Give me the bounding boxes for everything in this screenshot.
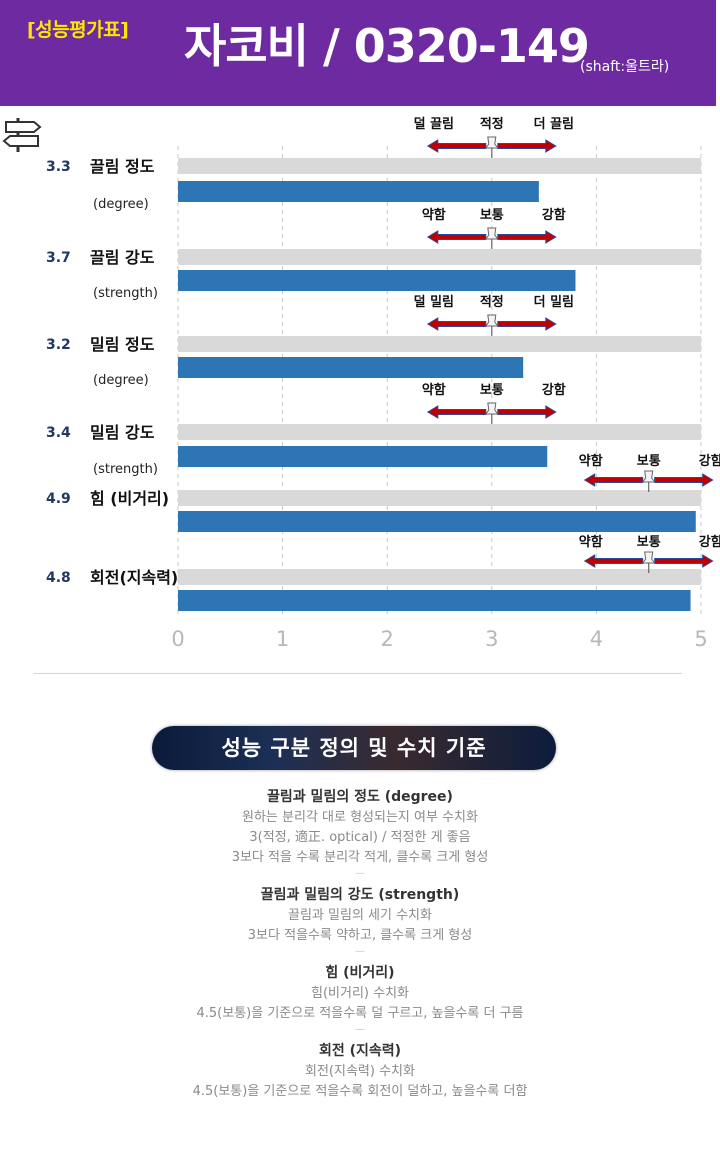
x-tick-label: 4 (590, 627, 603, 651)
value-bar (178, 511, 696, 532)
left-arrow (426, 317, 487, 331)
score-label: 4.9 (46, 491, 71, 507)
definition-line: 3보다 적을 수록 분리각 적게, 클수록 크게 형성 (231, 850, 489, 865)
right-arrow (654, 554, 714, 568)
category-label: 끌림 강도 (90, 248, 155, 267)
definition-title: 회전 (지속력) (318, 1043, 402, 1059)
value-bar (178, 357, 524, 378)
track-bar (178, 424, 701, 440)
score-label: 3.7 (46, 250, 71, 266)
definition-line: 끌림과 밀림의 세기 수치화 (288, 908, 432, 923)
signpost-icon (2, 118, 42, 152)
definition-line: 원하는 분리각 대로 형성되는지 여부 수치화 (242, 810, 478, 825)
scale-label-mid: 보통 (480, 208, 504, 223)
definition-title: 힘 (비거리) (325, 965, 395, 981)
score-label: 4.8 (46, 570, 71, 586)
score-label: 3.3 (46, 159, 71, 175)
left-arrow (583, 473, 644, 487)
track-bar (178, 249, 701, 265)
track-bar (178, 490, 701, 506)
scale-label-mid: 적정 (480, 294, 504, 310)
evaluation-badge: [성능평가표] (27, 19, 129, 41)
pushpin-icon (484, 227, 499, 240)
x-tick-label: 5 (694, 627, 707, 651)
left-arrow (426, 139, 487, 153)
definition-title: 끌림과 밀림의 강도 (strength) (260, 887, 460, 903)
category-sublabel: (strength) (93, 462, 158, 477)
category-label: 밀림 강도 (90, 423, 155, 442)
track-bar (178, 158, 701, 174)
category-label: 밀림 정도 (90, 335, 155, 354)
scale-label-high: 강함 (699, 534, 720, 550)
track-bar (178, 569, 701, 585)
left-arrow (426, 405, 487, 419)
scale-label-low: 덜 끌림 (414, 116, 454, 132)
right-arrow (497, 405, 557, 419)
category-label: 끌림 정도 (90, 157, 155, 176)
shaft-label: (shaft:울트라) (580, 59, 670, 75)
section-divider (34, 673, 682, 674)
page-title: 자코비 / 0320-149 (184, 19, 590, 73)
scale-label-low: 덜 밀림 (414, 294, 454, 310)
pushpin-icon (641, 470, 656, 483)
scale-label-low: 약함 (579, 453, 603, 469)
scale-label-high: 강함 (542, 207, 566, 223)
value-bar (178, 590, 691, 611)
definition-line: 4.5(보통)을 기준으로 적을수록 덜 구르고, 높을수록 더 구름 (196, 1006, 524, 1021)
definition-line: 3(적정, 適正. optical) / 적정한 게 좋음 (249, 830, 471, 845)
value-bar (178, 181, 539, 202)
scale-label-mid: 적정 (480, 116, 504, 132)
value-bar (178, 446, 548, 467)
pushpin-icon (484, 314, 499, 327)
scale-label-high: 강함 (542, 382, 566, 398)
x-tick-label: 0 (171, 627, 184, 651)
scale-label-mid: 보통 (637, 535, 661, 550)
left-arrow (426, 230, 487, 244)
right-arrow (497, 230, 557, 244)
definition-separator: — (355, 868, 365, 879)
scale-label-low: 약함 (422, 207, 446, 223)
score-label: 3.4 (46, 425, 71, 441)
definitions-list: 끌림과 밀림의 정도 (degree) 원하는 분리각 대로 형성되는지 여부 수… (0, 782, 720, 1102)
definition-separator: — (355, 946, 365, 957)
definition-banner: 성능 구분 정의 및 수치 기준 (152, 726, 556, 770)
definition-banner-title: 성능 구분 정의 및 수치 기준 (221, 736, 487, 760)
performance-chart: 0 1 2 3 4 53.3 끌림 정도(degree)덜 끌림 적정 더 끌림3.7 끌림 강도… (2, 116, 720, 651)
x-tick-label: 3 (485, 627, 498, 651)
pushpin-icon (641, 551, 656, 564)
pushpin-icon (484, 402, 499, 415)
scale-label-high: 더 끌림 (534, 116, 574, 132)
definition-line: 회전(지속력) 수치화 (305, 1064, 415, 1079)
score-label: 3.2 (46, 337, 71, 353)
right-arrow (497, 317, 557, 331)
value-bar (178, 270, 576, 291)
x-tick-label: 2 (381, 627, 394, 651)
scale-label-mid: 보통 (480, 383, 504, 398)
x-tick-label: 1 (276, 627, 289, 651)
track-bar (178, 336, 701, 352)
category-sublabel: (strength) (93, 286, 158, 301)
definition-line: 4.5(보통)을 기준으로 적을수록 회전이 덜하고, 높을수록 더함 (192, 1084, 528, 1099)
scale-label-high: 강함 (699, 453, 720, 469)
definition-line: 3보다 적을수록 약하고, 클수록 크게 형성 (247, 928, 473, 943)
definition-line: 힘(비거리) 수치화 (311, 986, 409, 1001)
scale-label-mid: 보통 (637, 454, 661, 469)
category-sublabel: (degree) (93, 373, 149, 388)
category-label: 힘 (비거리) (90, 489, 169, 508)
left-arrow (583, 554, 644, 568)
right-arrow (497, 139, 557, 153)
pushpin-icon (484, 136, 499, 149)
scale-label-low: 약함 (579, 534, 603, 550)
definition-title: 끌림과 밀림의 정도 (degree) (267, 789, 453, 805)
definition-separator: — (355, 1024, 365, 1035)
category-label: 회전(지속력) (90, 568, 178, 587)
scale-label-high: 더 밀림 (534, 294, 574, 310)
header-bar: [성능평가표] 자코비 / 0320-149 (shaft:울트라) (0, 0, 716, 106)
scale-label-low: 약함 (422, 382, 446, 398)
category-sublabel: (degree) (93, 197, 149, 212)
right-arrow (654, 473, 714, 487)
